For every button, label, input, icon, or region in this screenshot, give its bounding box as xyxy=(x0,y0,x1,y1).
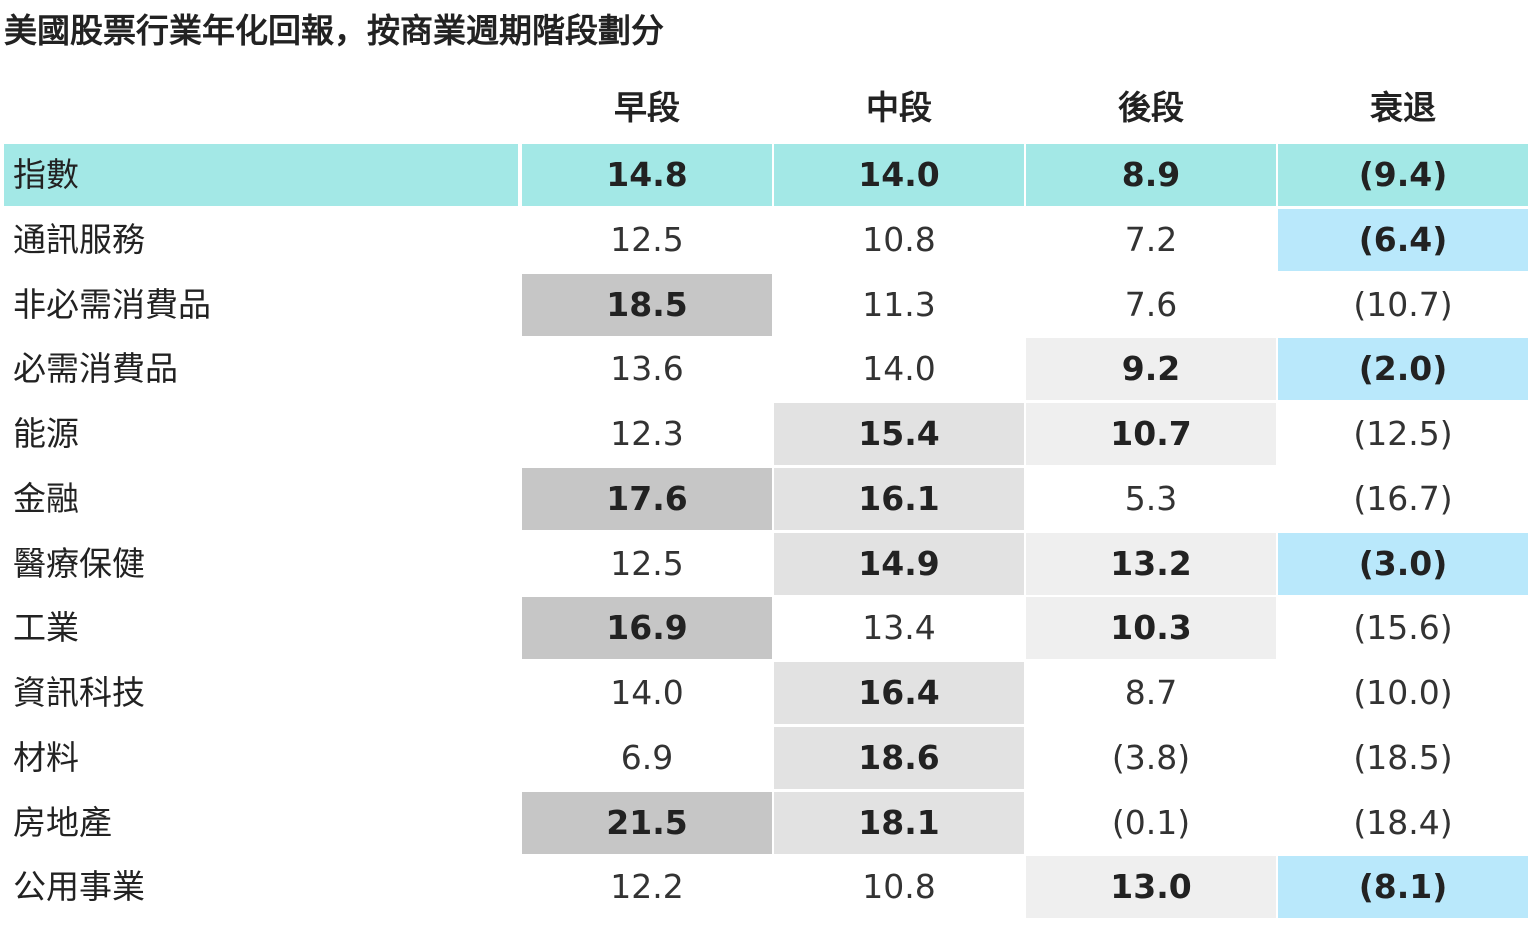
row-label: 必需消費品 xyxy=(13,349,178,388)
row-label: 非必需消費品 xyxy=(13,285,211,324)
table-cell: (10.7) xyxy=(1353,285,1453,324)
table-cell: 21.5 xyxy=(522,792,772,854)
table-cell: (12.5) xyxy=(1353,414,1453,453)
table-cell: (16.7) xyxy=(1353,479,1453,518)
table-cell: 14.8 xyxy=(522,144,772,206)
column-header: 中段 xyxy=(866,88,932,127)
table-cell: 13.6 xyxy=(610,349,684,388)
table-cell: 6.9 xyxy=(620,738,674,777)
table-cell: 16.9 xyxy=(522,597,772,659)
table-cell: 13.2 xyxy=(1026,533,1276,595)
table-cell: 15.4 xyxy=(774,403,1024,465)
table-cell: (8.1) xyxy=(1278,856,1528,918)
row-label: 工業 xyxy=(13,608,79,647)
table-cell: 16.4 xyxy=(774,662,1024,724)
table-cell: 8.7 xyxy=(1124,673,1178,712)
table-cell: 5.3 xyxy=(1124,479,1178,518)
column-header: 後段 xyxy=(1118,88,1184,127)
table-cell: 8.9 xyxy=(1026,144,1276,206)
table-cell: 14.0 xyxy=(774,144,1024,206)
chart-title: 美國股票行業年化回報，按商業週期階段劃分 xyxy=(4,11,664,50)
row-label: 能源 xyxy=(13,414,79,453)
table-cell: 12.5 xyxy=(610,544,684,583)
row-label: 材料 xyxy=(13,738,79,777)
table-cell: 16.1 xyxy=(774,468,1024,530)
table-cell: 10.8 xyxy=(862,867,936,906)
table-cell: 12.5 xyxy=(610,220,684,259)
table-cell: (3.0) xyxy=(1278,533,1528,595)
table-cell: (0.1) xyxy=(1111,803,1191,842)
table-cell: (10.0) xyxy=(1353,673,1453,712)
table-cell: 14.9 xyxy=(774,533,1024,595)
table-cell: 10.8 xyxy=(862,220,936,259)
table-cell: 13.0 xyxy=(1026,856,1276,918)
table-cell: 17.6 xyxy=(522,468,772,530)
table-cell: (3.8) xyxy=(1111,738,1191,777)
row-label: 資訊科技 xyxy=(13,673,145,712)
table-cell: 12.2 xyxy=(610,867,684,906)
row-label: 金融 xyxy=(13,479,79,518)
row-label: 醫療保健 xyxy=(13,544,145,583)
column-header: 早段 xyxy=(614,88,680,127)
table-cell: 14.0 xyxy=(862,349,936,388)
table-cell: (18.4) xyxy=(1353,803,1453,842)
table-cell: 7.6 xyxy=(1124,285,1178,324)
table-cell: 14.0 xyxy=(610,673,684,712)
table-cell: 9.2 xyxy=(1026,338,1276,400)
table-cell: 10.3 xyxy=(1026,597,1276,659)
table-cell: 18.1 xyxy=(774,792,1024,854)
table-cell: 13.4 xyxy=(862,608,936,647)
table-cell: 12.3 xyxy=(610,414,684,453)
row-label: 指數 xyxy=(4,144,518,206)
table-cell: (18.5) xyxy=(1353,738,1453,777)
table-cell: 7.2 xyxy=(1124,220,1178,259)
table-cell: 18.6 xyxy=(774,727,1024,789)
table-cell: (6.4) xyxy=(1278,209,1528,271)
row-label: 公用事業 xyxy=(13,867,145,906)
table-cell: (9.4) xyxy=(1278,144,1528,206)
table-cell: 11.3 xyxy=(862,285,936,324)
table-cell: 18.5 xyxy=(522,274,772,336)
column-header: 衰退 xyxy=(1370,88,1436,127)
table-cell: 10.7 xyxy=(1026,403,1276,465)
row-label: 房地產 xyxy=(13,803,112,842)
table-cell: (2.0) xyxy=(1278,338,1528,400)
table-cell: (15.6) xyxy=(1353,608,1453,647)
row-label: 通訊服務 xyxy=(13,220,145,259)
